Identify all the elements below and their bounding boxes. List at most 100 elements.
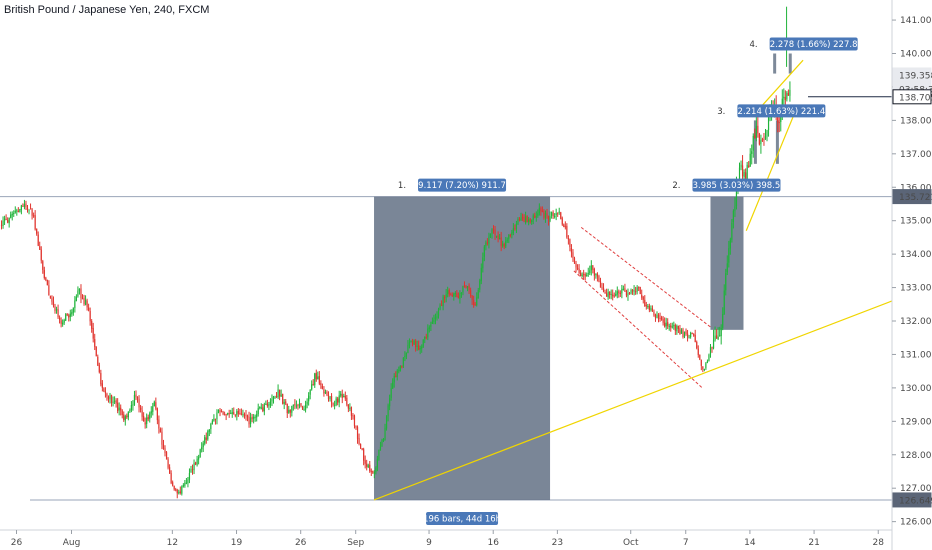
bear-candle [353,415,356,426]
bull-candle [213,418,215,422]
bear-candle [162,444,165,449]
bull-candle [622,288,624,290]
bear-candle [220,411,223,413]
bull-candle [133,395,136,405]
bear-candle [363,449,365,461]
bull-candle [520,217,522,221]
bear-candle [612,294,614,297]
bear-candle [541,210,544,212]
bear-candle [337,398,339,403]
bear-candle [89,311,91,322]
bull-candle [306,401,308,405]
bull-candle [14,210,16,213]
bull-candle [760,140,762,145]
bear-candle [685,331,687,334]
price-axis: 126.000 127.000 128.000 129.000 130.000 131.0… [891,0,932,550]
bull-candle [729,239,731,249]
bear-candle [175,489,177,491]
bear-candle [167,459,169,468]
measure-label-3-bg [737,104,826,118]
time-tick-label: 12 [167,538,178,548]
bull-candle [274,396,276,398]
bull-candle [705,363,707,369]
bull-candle [398,370,400,372]
bear-candle [100,373,102,385]
bear-candle [700,360,702,366]
bull-candle [367,465,369,468]
bull-candle [506,239,508,241]
bars-duration-label-bg [426,511,499,525]
bear-candle [144,422,146,425]
bear-candle [625,290,628,296]
bear-candle [222,412,224,415]
bull-candle [665,322,667,327]
bear-candle [117,402,119,411]
bear-candle [521,217,524,219]
price-tick-label: 128.000 [900,451,932,461]
bear-candle [758,133,760,145]
bear-candle [494,229,496,236]
bear-candle [644,299,646,307]
bull-candle [182,485,184,487]
bull-candle [28,209,30,211]
bear-candle [135,394,137,398]
bull-candle [132,404,134,406]
bull-candle [538,207,540,214]
bear-candle [237,410,239,414]
bull-candle [489,234,492,237]
bear-candle [366,463,368,467]
bull-candle [208,429,210,432]
crosshair-price-label: 138.705 [899,93,932,103]
bull-candle [558,211,560,213]
time-tick-label: 28 [873,538,885,548]
bull-candle [746,164,748,182]
bull-candle [416,345,418,347]
bear-candle [543,211,545,218]
bear-candle [651,308,654,312]
bull-candle [129,409,131,412]
bear-candle [26,207,29,210]
time-tick-label: 9 [426,538,432,548]
bull-candle [734,206,736,211]
bear-candle [450,294,452,296]
support-price-label-bg [892,492,932,508]
bull-candle [508,235,510,240]
bull-candle [587,273,589,275]
bull-candle [375,467,377,472]
bear-candle [159,429,162,433]
bear-candle [509,234,511,236]
bear-candle [745,172,747,182]
bull-candle [217,410,220,413]
bear-candle [754,135,756,139]
bull-candle [259,406,261,408]
bear-candle [350,407,353,416]
bear-candle [147,416,149,420]
bull-candle [630,289,632,294]
bull-candle [63,320,65,323]
bull-candle [442,296,444,307]
bull-candle [385,416,388,429]
bear-candle [286,403,288,414]
bear-candle [677,325,679,330]
bear-candle [686,333,689,338]
bull-candle [343,395,345,398]
bear-candle [29,208,32,210]
bull-candle [16,210,18,212]
bull-candle [308,395,310,402]
bear-candle [641,294,643,298]
bull-candle [499,238,501,240]
bull-candle [528,219,530,223]
bull-candle [254,416,256,418]
bull-candle [703,368,705,370]
bull-candle [303,408,305,410]
bull-candle [249,417,252,424]
bear-candle [697,348,699,355]
bear-candle [224,414,226,416]
bull-candle [680,330,683,334]
measure-label-4: 2.278 (1.66%) 227.8 [770,40,858,50]
bull-candle [445,294,447,298]
bull-candle [55,308,58,311]
bear-candle [243,414,246,416]
